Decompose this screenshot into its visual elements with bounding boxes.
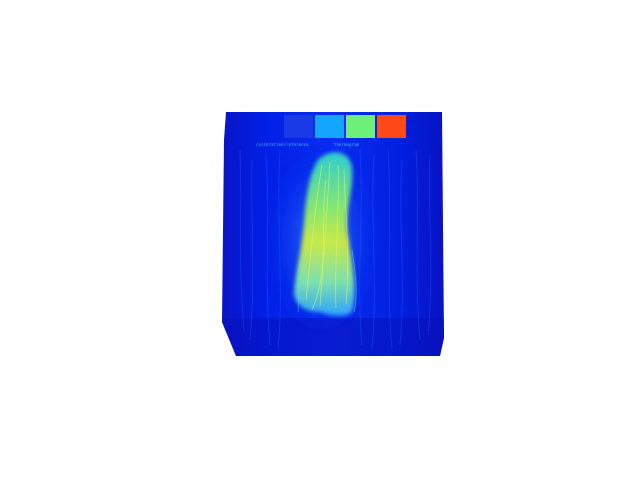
caption-right: thermogram xyxy=(334,142,360,147)
swatch-red xyxy=(377,115,406,138)
swatch-green xyxy=(346,115,375,138)
hair-plume xyxy=(294,152,357,316)
swatch-blue xyxy=(284,115,313,138)
swatch-cyan xyxy=(315,115,344,138)
color-swatches xyxy=(284,115,406,138)
caption-left: calibration/reference xyxy=(256,142,309,147)
